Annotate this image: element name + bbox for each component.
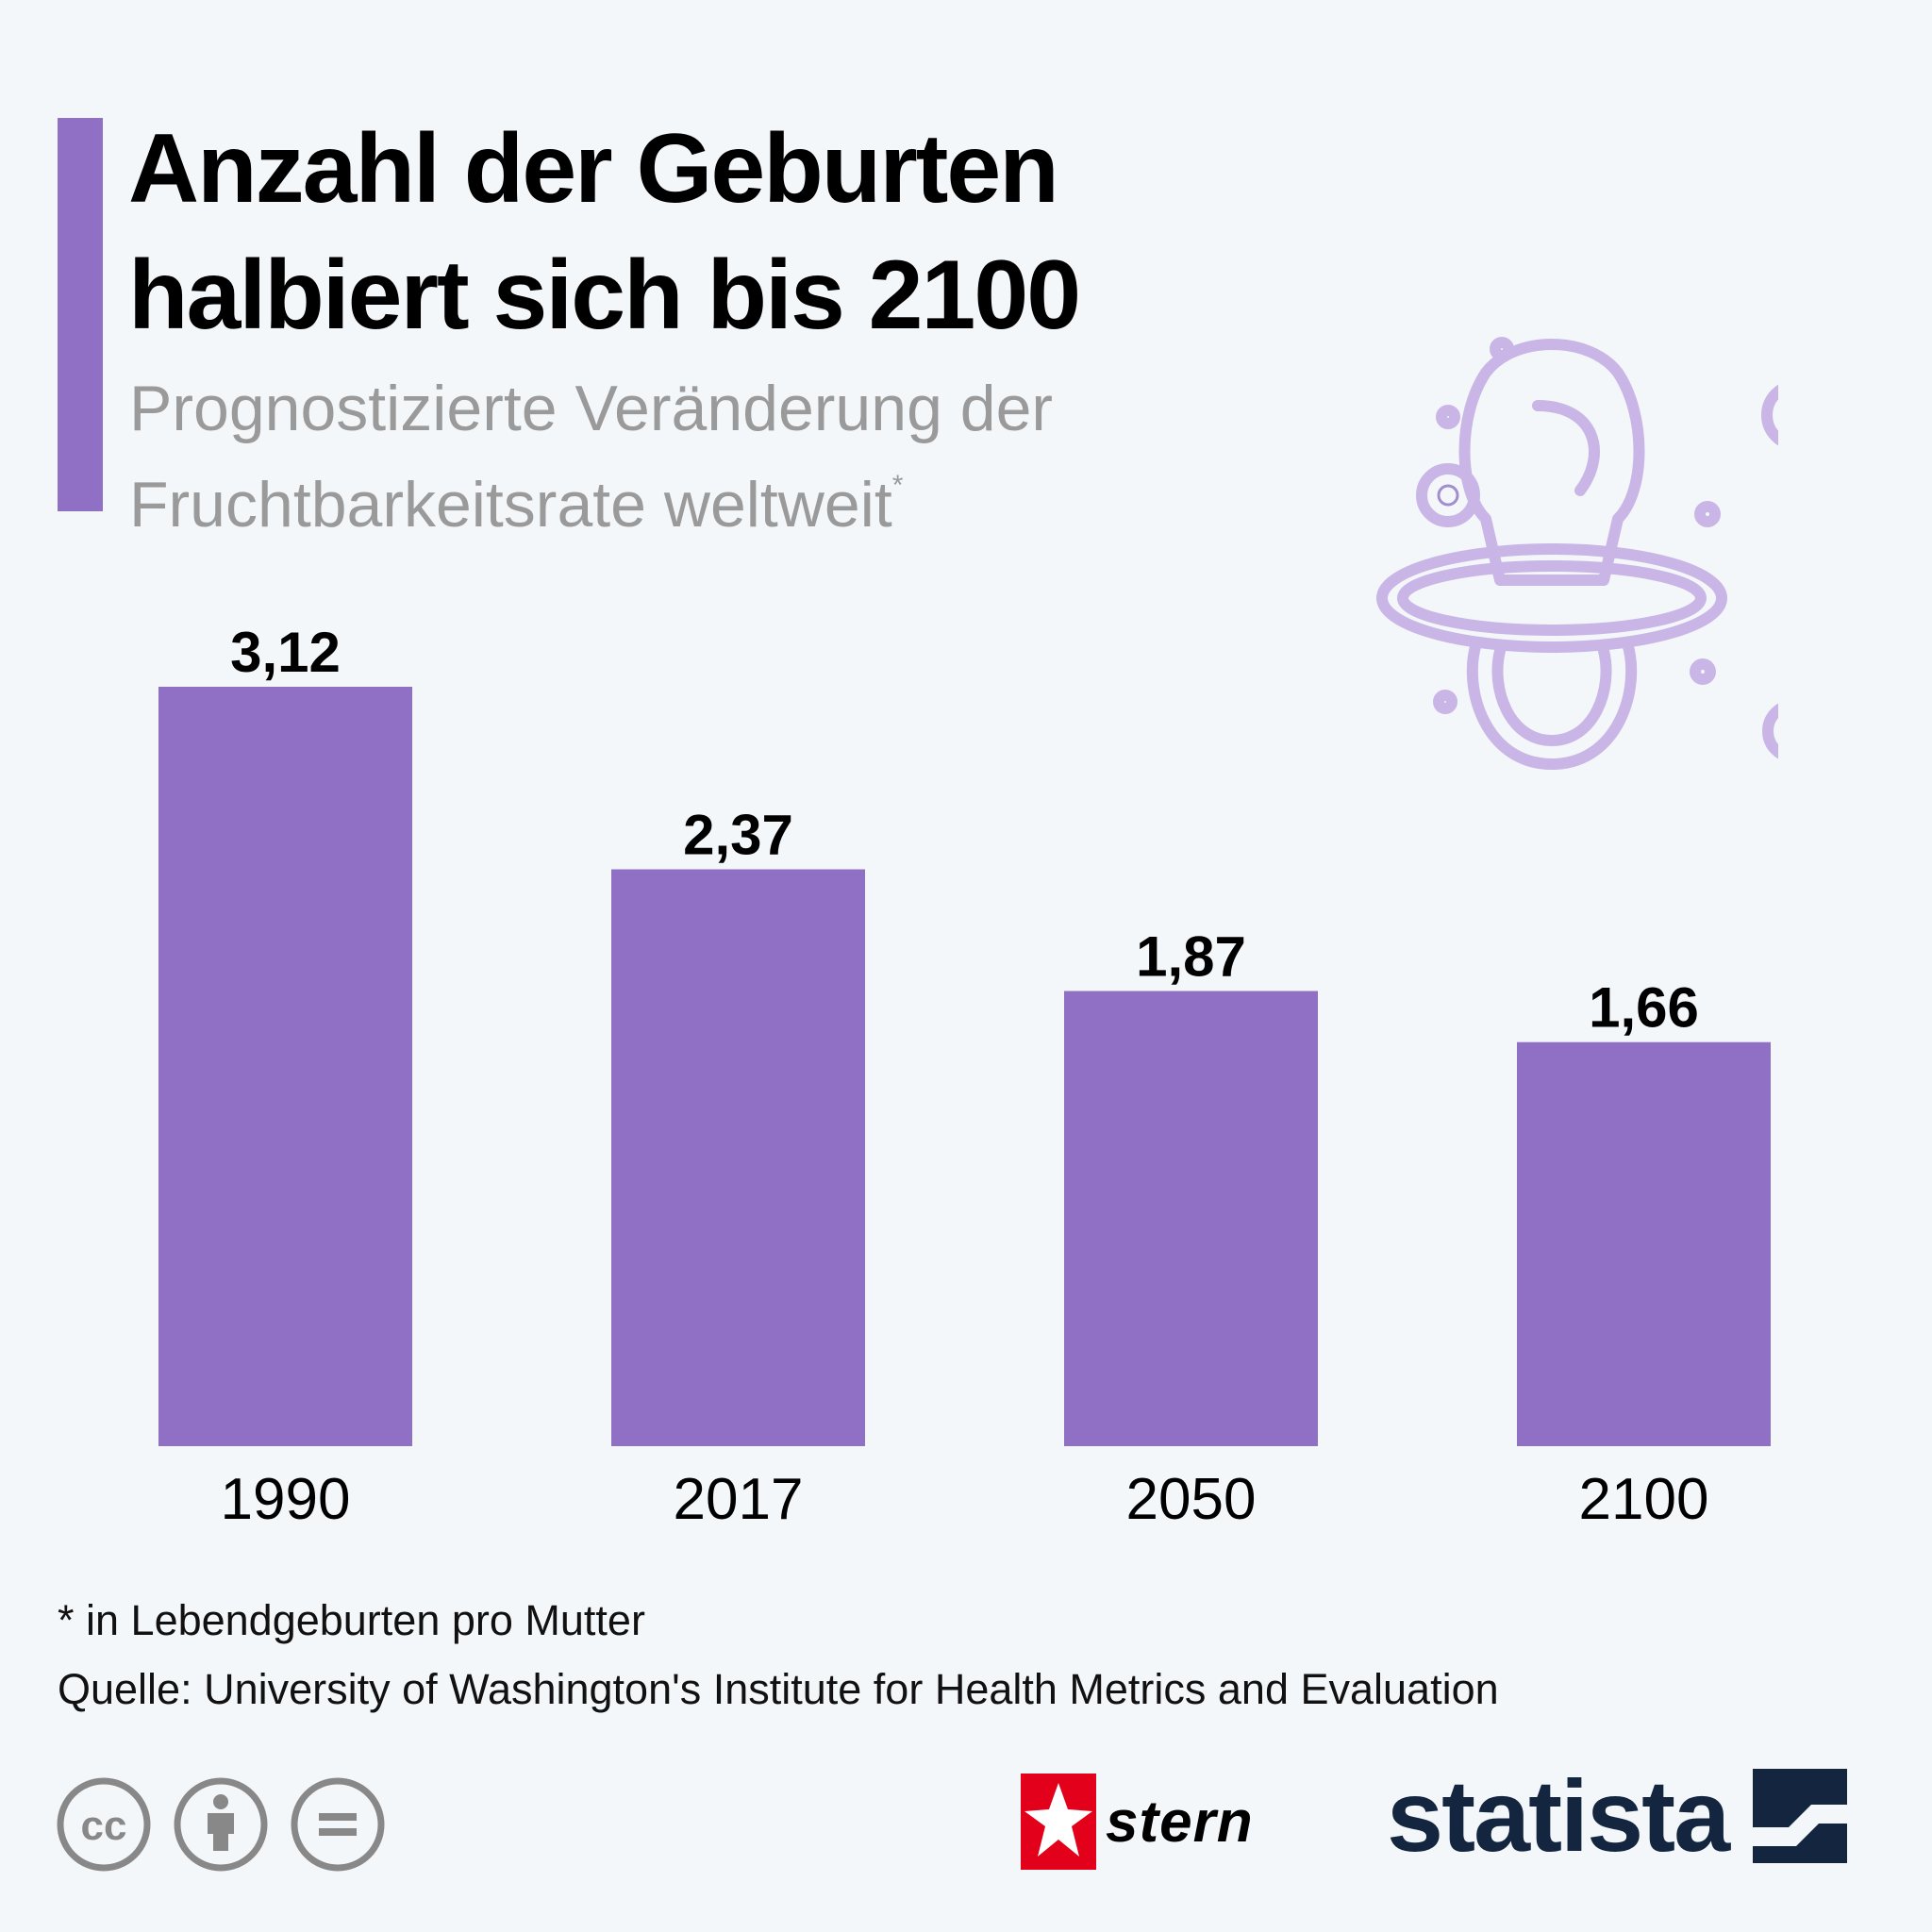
value-label-1990: 3,12 (230, 621, 341, 684)
bar-2100 (1517, 1041, 1771, 1446)
statista-mark-icon (1753, 1768, 1848, 1863)
stern-star-icon (1021, 1774, 1096, 1870)
category-label-2100: 2100 (1579, 1467, 1709, 1532)
category-label-2017: 2017 (674, 1467, 804, 1532)
pacifier-icon (1376, 337, 1778, 770)
category-label-1990: 1990 (221, 1467, 351, 1532)
subtitle-line-1: Prognostizierte Veränderung der (129, 373, 1054, 444)
nd-icon[interactable] (289, 1775, 387, 1874)
value-label-2050: 1,87 (1136, 925, 1246, 989)
statista-logo-text: statista (1387, 1758, 1730, 1873)
subtitle: Prognostizierte Veränderung der Fruchtbar… (129, 370, 1053, 543)
title-accent-bar (58, 118, 103, 511)
license-badges: cc (55, 1775, 387, 1874)
bar-1990 (158, 687, 412, 1446)
title-line-1: Anzahl der Geburten (128, 114, 1059, 224)
page-title: Anzahl der Geburten halbiert sich bis 210… (128, 106, 1081, 358)
by-icon[interactable] (172, 1775, 270, 1874)
bar-chart: 3,12 1990 2,37 2017 1,87 2050 1,66 2100 (158, 621, 1771, 1532)
title-line-2: halbiert sich bis 2100 (128, 241, 1081, 350)
cc-icon[interactable]: cc (55, 1775, 153, 1874)
statista-brand: statista (1387, 1757, 1848, 1874)
category-label-2050: 2050 (1126, 1467, 1257, 1532)
source-note: Quelle: University of Washington's Insti… (58, 1665, 1499, 1713)
stern-brand: stern (1021, 1774, 1254, 1870)
bar-2050 (1064, 991, 1318, 1446)
svg-text:cc: cc (81, 1803, 127, 1849)
subtitle-footnote-marker: * (891, 470, 904, 501)
bar-2017 (611, 869, 865, 1446)
subtitle-line-2: Fruchtbarkeitsrate weltweit (129, 469, 892, 541)
footnote: * in Lebendgeburten pro Mutter (58, 1596, 645, 1644)
value-label-2100: 1,66 (1589, 976, 1699, 1040)
stern-logo-text: stern (1106, 1789, 1254, 1855)
value-label-2017: 2,37 (683, 804, 793, 867)
